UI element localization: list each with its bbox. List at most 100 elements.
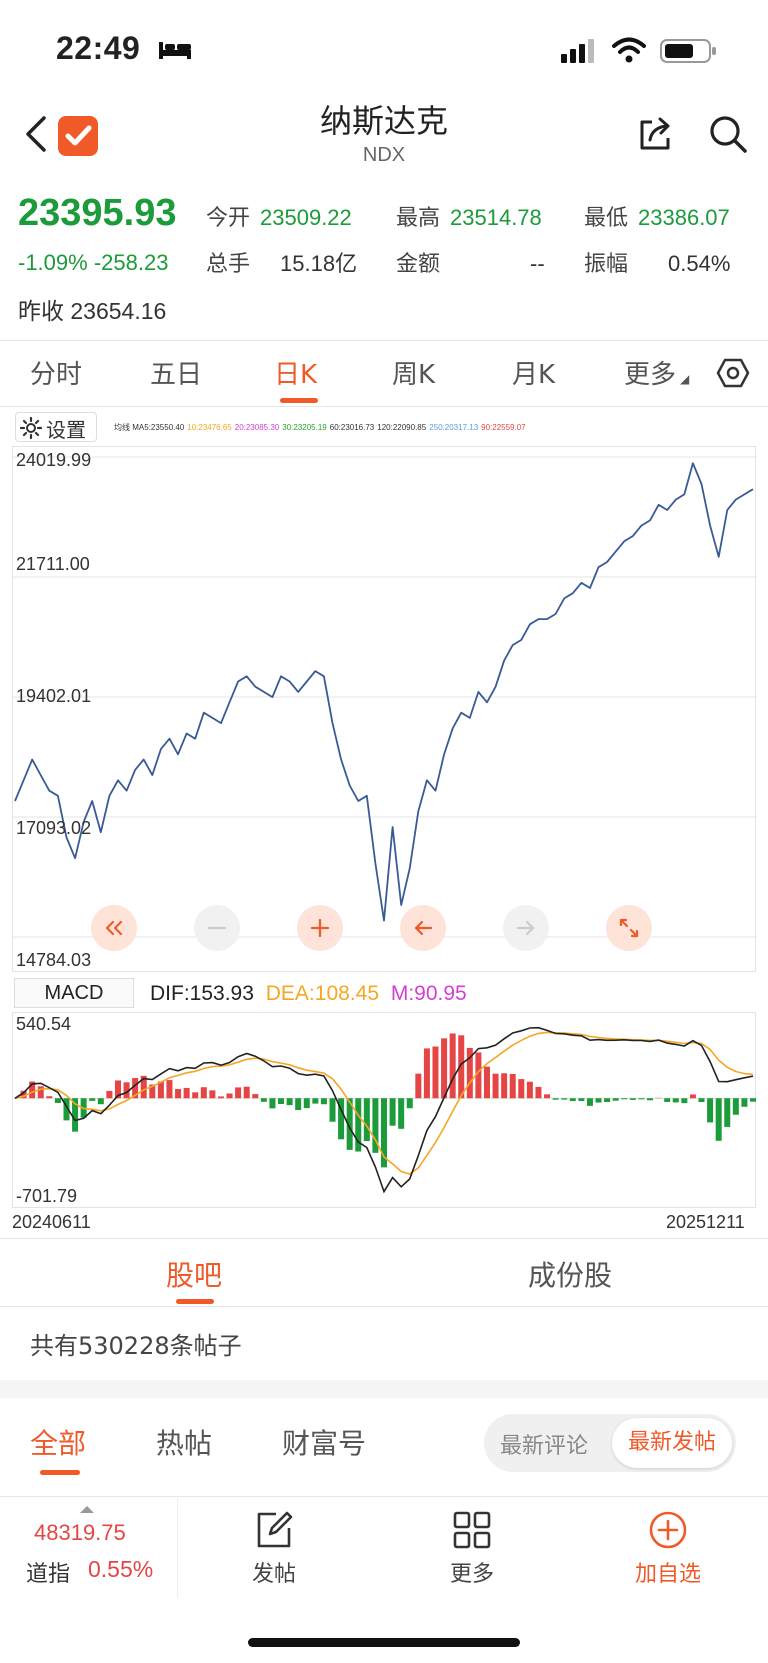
macd-bar (149, 1084, 156, 1099)
macd-bar (37, 1086, 44, 1099)
feed-tab-wealth[interactable]: 财富号 (282, 1427, 367, 1460)
indicator-selector-macd[interactable]: MACD (14, 978, 134, 1008)
tab-constituents[interactable]: 成份股 (528, 1259, 613, 1292)
tab-intraday[interactable]: 分时 (30, 360, 83, 390)
scroll-left-fast-button[interactable] (91, 905, 137, 951)
macd-bar (466, 1047, 473, 1099)
ma-legend-item: 120:22090.85 (377, 423, 427, 432)
feed-tab-all[interactable]: 全部 (30, 1427, 87, 1460)
settings-button[interactable]: 设置 (15, 412, 97, 442)
macd-bar (475, 1052, 482, 1099)
macd-bar (166, 1080, 173, 1099)
y-tick-label: 14784.03 (16, 950, 92, 970)
macd-bar (175, 1089, 182, 1099)
macd-bar (569, 1098, 576, 1102)
dif-line (14, 1026, 754, 1194)
sort-latest-post[interactable]: 最新发帖 (612, 1418, 732, 1468)
ma-legend-item: 90:22559.07 (481, 423, 526, 432)
nav-bar: 纳斯达克 NDX (0, 92, 768, 182)
macd-bar (278, 1098, 285, 1105)
macd-bar (586, 1098, 593, 1106)
status-bar: 22:49 (0, 0, 768, 90)
share-icon[interactable] (636, 114, 676, 154)
search-icon[interactable] (708, 114, 748, 154)
macd-bar (217, 1096, 224, 1099)
macd-bar (715, 1098, 722, 1141)
quote-open-value: 23509.22 (260, 205, 352, 230)
scroll-right-button[interactable] (503, 905, 549, 951)
macd-bar (312, 1098, 319, 1104)
macd-bar (320, 1098, 327, 1105)
macd-bar (260, 1098, 267, 1102)
macd-bar (363, 1098, 370, 1142)
macd-bar (346, 1098, 353, 1150)
quote-high: 最高 23514.78 (396, 200, 542, 232)
macd-bar (595, 1098, 602, 1103)
macd-bar (732, 1098, 739, 1115)
macd-bar (741, 1098, 748, 1107)
ma-legend-item: 均线 MA5:23550.40 (114, 423, 185, 432)
macd-bar (749, 1098, 757, 1102)
grid-icon (453, 1511, 491, 1549)
back-icon[interactable] (22, 114, 52, 154)
quote-high-value: 23514.78 (450, 205, 542, 230)
price-line-chart (13, 456, 757, 938)
post-button[interactable]: 发帖 (224, 1510, 324, 1588)
tab-weekly-k[interactable]: 周K (392, 360, 436, 390)
macd-bar (681, 1098, 688, 1104)
macd-bar (72, 1098, 79, 1132)
macd-chart[interactable] (12, 1012, 757, 1208)
add-to-watchlist-button[interactable]: 加自选 (618, 1510, 718, 1588)
zoom-in-button[interactable] (297, 905, 343, 951)
sort-latest-comment[interactable]: 最新评论 (500, 1434, 589, 1459)
macd-bar (432, 1046, 439, 1099)
y-tick-label: 19402.01 (16, 686, 92, 706)
fullscreen-button[interactable] (606, 905, 652, 951)
macd-bar (106, 1090, 113, 1099)
add-to-watchlist-label: 加自选 (634, 1562, 701, 1587)
dropdown-triangle-icon: ◢ (680, 372, 690, 386)
ma-legend: 均线 MA5:23550.40 10:23476.65 20:23085.30 30:… (114, 422, 529, 433)
macd-bar (286, 1098, 293, 1106)
chart-settings-hex-icon[interactable] (716, 356, 750, 390)
bottom-bar: 48319.75 道指 0.55% 发帖 更多 加自选 (0, 1498, 768, 1663)
divider (0, 406, 768, 407)
quote-open: 今开 23509.22 (206, 200, 352, 232)
macd-bar (29, 1081, 36, 1099)
macd-bar (518, 1079, 525, 1099)
tab-guba[interactable]: 股吧 (166, 1259, 223, 1292)
more-button[interactable]: 更多 (422, 1510, 522, 1588)
feed-tab-hot[interactable]: 热帖 (156, 1427, 213, 1460)
tab-daily-k[interactable]: 日K (274, 360, 318, 390)
mini-index-ticker[interactable]: 48319.75 道指 0.55% (0, 1498, 178, 1598)
macd-bar (707, 1098, 714, 1123)
page-title: 纳斯达克 (319, 102, 448, 140)
tab-monthly-k[interactable]: 月K (512, 360, 556, 390)
tab-more[interactable]: 更多 ◢ (624, 354, 689, 391)
current-price: 23395.93 (18, 192, 177, 234)
quote-panel: 23395.93 -1.09% -258.23 昨收 23654.16 今开 23… (0, 188, 768, 338)
macd-bar (724, 1098, 731, 1127)
macd-bar (380, 1098, 388, 1168)
macd-bar (389, 1098, 396, 1126)
active-tab-indicator (40, 1470, 80, 1475)
macd-bar (629, 1098, 636, 1100)
macd-bar (449, 1033, 456, 1099)
divider (0, 1238, 768, 1239)
macd-bar (501, 1073, 508, 1099)
gear-icon (20, 417, 42, 439)
sleep-focus-icon (159, 42, 191, 59)
ma-legend-item: 60:23016.73 (329, 423, 375, 432)
tab-five-day[interactable]: 五日 (150, 360, 203, 390)
macd-bar (689, 1094, 696, 1099)
price-chart[interactable] (12, 446, 757, 972)
zoom-out-button[interactable] (194, 905, 240, 951)
macd-bar (612, 1098, 619, 1101)
ma-legend-item: 30:23205.19 (282, 423, 327, 432)
scroll-left-button[interactable] (400, 905, 446, 951)
x-end-date: 20251211 (666, 1212, 745, 1232)
macd-bar (544, 1094, 551, 1099)
active-tab-indicator (176, 1299, 214, 1304)
macd-bar (535, 1086, 542, 1099)
macd-bar (509, 1073, 516, 1099)
